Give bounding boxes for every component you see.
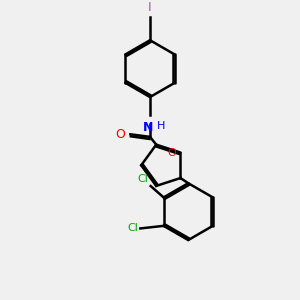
Text: N: N <box>143 122 154 134</box>
Text: H: H <box>157 122 165 131</box>
Text: O: O <box>115 128 125 141</box>
Text: Cl: Cl <box>127 224 138 233</box>
Text: I: I <box>148 2 152 14</box>
Text: O: O <box>168 148 176 158</box>
Text: Cl: Cl <box>137 174 148 184</box>
